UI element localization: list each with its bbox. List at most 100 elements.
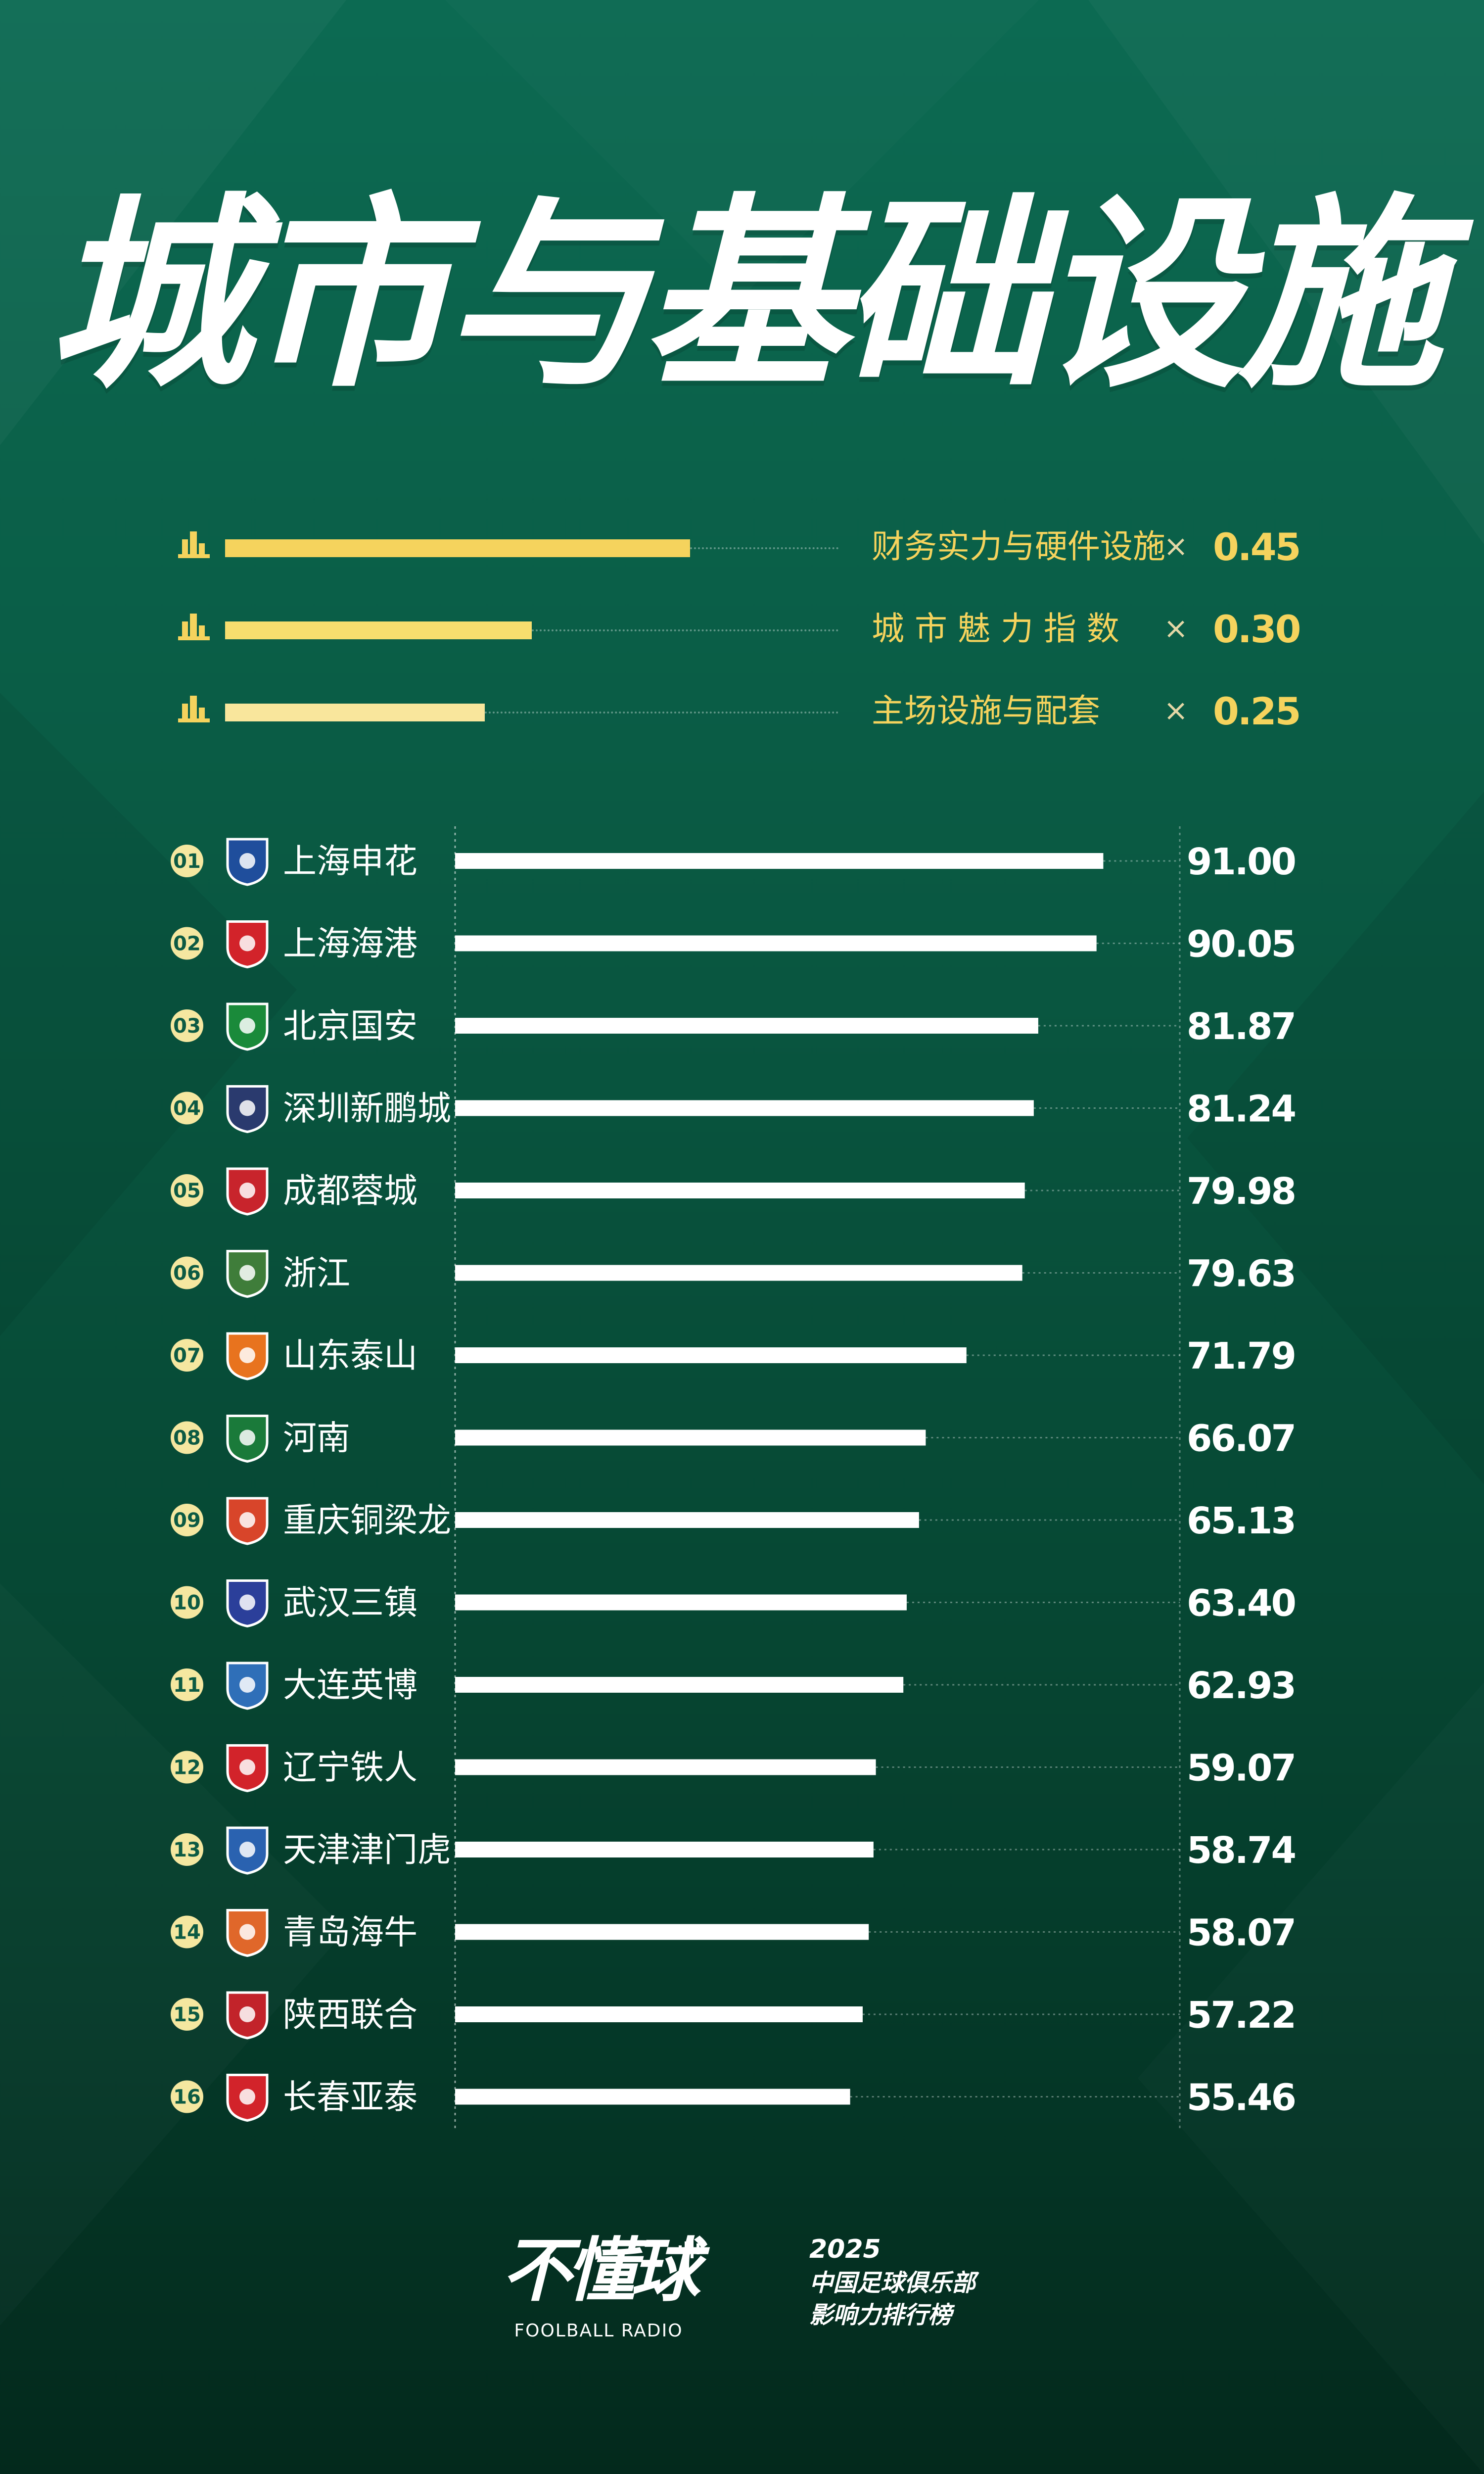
rank-label: 14 (173, 1921, 201, 1944)
rank-badge (171, 1009, 203, 1042)
footer-title-line2: 影响力排行榜 (809, 2301, 952, 2329)
score-bar (455, 1759, 876, 1775)
score-bar (455, 1183, 1025, 1198)
score-bar (455, 1265, 1022, 1281)
rank-badge (171, 1998, 203, 2031)
rank-badge (171, 1256, 203, 1289)
rank-badge (171, 1668, 203, 1701)
rank-label: 04 (173, 1097, 201, 1120)
team-crest-emblem (239, 2089, 255, 2105)
rank-badge (171, 1586, 203, 1619)
rank-label: 16 (173, 2086, 201, 2109)
rank-label: 05 (173, 1180, 201, 1202)
weight-label: 财务实力与硬件设施 (872, 527, 1165, 566)
team-name: 天津津门虎 (283, 1831, 451, 1870)
score-bar (455, 1594, 907, 1611)
rank-label: 15 (173, 2003, 201, 2026)
rank-label: 09 (173, 1509, 201, 1532)
rank-badge (171, 2080, 203, 2113)
brand-subtitle: FOOLBALL RADIO (514, 2321, 683, 2341)
weight-bar-city (225, 621, 532, 639)
rank-badge (171, 1092, 203, 1125)
score-value: 58.74 (1187, 1829, 1296, 1872)
page-title: 城市与基础设施 (47, 176, 1443, 415)
rank-label: 01 (173, 850, 201, 873)
score-value: 81.24 (1187, 1088, 1296, 1131)
rank-label: 03 (173, 1015, 201, 1038)
weight-label: 城 市 魅 力 指 数 (872, 610, 1119, 648)
team-crest-emblem (239, 1018, 255, 1034)
team-crest-emblem (239, 1842, 255, 1857)
times-sign: × (1163, 611, 1189, 646)
brand-logo: 不懂球 (502, 2231, 700, 2311)
rank-label: 08 (173, 1427, 201, 1450)
rank-badge (171, 1751, 203, 1784)
score-value: 62.93 (1187, 1665, 1295, 1707)
score-value: 79.98 (1187, 1170, 1295, 1213)
weight-multiplier: 0.25 (1213, 689, 1301, 733)
weight-bar-finance (225, 539, 690, 557)
weight-leader-line (485, 712, 838, 714)
score-value: 91.00 (1187, 841, 1295, 883)
team-name: 河南 (283, 1419, 350, 1458)
team-crest-emblem (239, 1924, 255, 1940)
score-bar (455, 1842, 874, 1857)
team-name: 青岛海牛 (283, 1913, 417, 1952)
score-value: 81.87 (1187, 1005, 1295, 1048)
team-crest-emblem (239, 1677, 255, 1693)
score-bar (455, 1677, 904, 1693)
team-name: 陕西联合 (283, 1996, 417, 2035)
team-name: 浙江 (283, 1254, 350, 1293)
score-value: 65.13 (1187, 1500, 1295, 1542)
score-value: 59.07 (1187, 1747, 1295, 1790)
score-value: 71.79 (1187, 1335, 1295, 1378)
team-name: 大连英博 (283, 1666, 417, 1705)
score-bar (455, 2006, 863, 2022)
rank-badge (171, 927, 203, 960)
footer-year: 2025 (809, 2235, 881, 2264)
team-crest-emblem (239, 1183, 255, 1198)
times-sign: × (1163, 693, 1189, 728)
rank-badge (171, 1339, 203, 1372)
weight-multiplier: 0.30 (1213, 607, 1301, 651)
score-bar (455, 935, 1097, 952)
ranking-bar-chart: 01 上海申花 91.00 02 上海海港 90.05 03 北京国安 81.87 04 深圳新鹏城… (171, 826, 1297, 2132)
team-name: 辽宁铁人 (283, 1749, 417, 1788)
weight-bar-stadium (225, 704, 485, 721)
times-sign: × (1163, 529, 1189, 564)
rank-badge (171, 1421, 203, 1454)
score-value: 66.07 (1187, 1418, 1295, 1460)
rank-label: 02 (173, 933, 201, 955)
score-value: 63.40 (1187, 1582, 1295, 1625)
rank-badge (171, 1833, 203, 1866)
team-crest-emblem (239, 1100, 255, 1116)
building-icon (178, 614, 210, 640)
team-crest-emblem (239, 2006, 255, 2022)
score-bar (455, 853, 1104, 869)
score-value: 58.07 (1187, 1912, 1295, 1954)
team-crest-emblem (239, 1759, 255, 1775)
team-name: 长春亚泰 (283, 2078, 417, 2117)
weight-label: 主场设施与配套 (872, 692, 1100, 730)
team-name: 上海申花 (283, 842, 417, 881)
team-name: 重庆铜梁龙 (283, 1501, 451, 1540)
rank-badge (171, 1174, 203, 1207)
footer-title-line1: 中国足球俱乐部 (809, 2269, 976, 2297)
rank-label: 07 (173, 1344, 201, 1367)
score-value: 79.63 (1187, 1253, 1295, 1295)
team-name: 上海海港 (283, 925, 417, 964)
team-crest-emblem (239, 1429, 255, 1446)
team-name: 成都蓉城 (283, 1172, 417, 1211)
score-bar (455, 1924, 869, 1940)
team-crest-emblem (239, 1512, 255, 1528)
score-bar (455, 1429, 926, 1446)
team-crest-emblem (239, 1594, 255, 1611)
rank-label: 06 (173, 1262, 201, 1285)
rank-label: 12 (173, 1757, 201, 1779)
score-bar (455, 2089, 850, 2105)
team-crest-emblem (239, 1347, 255, 1363)
team-name: 北京国安 (283, 1007, 417, 1046)
score-bar (455, 1512, 919, 1528)
